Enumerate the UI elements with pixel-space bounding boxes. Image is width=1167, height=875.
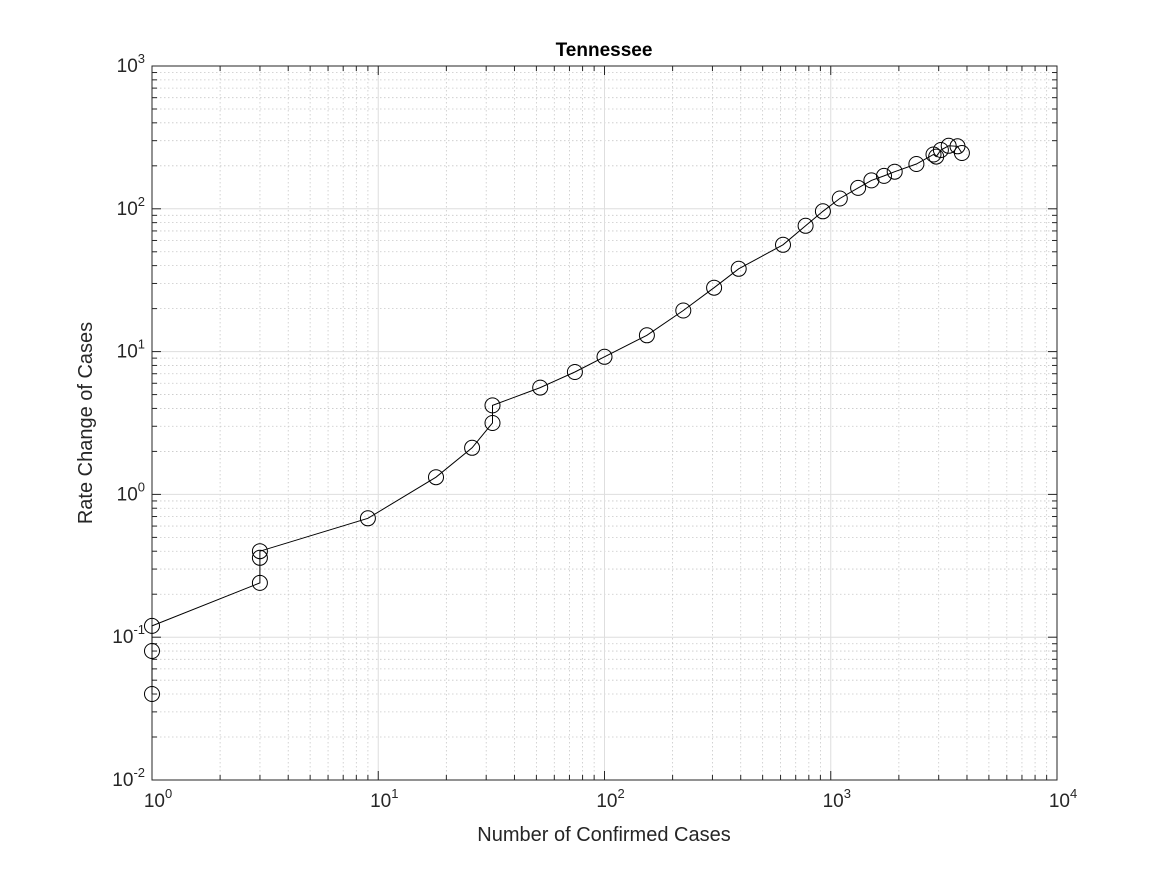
data-point bbox=[144, 686, 160, 702]
y-tick-label: 100 bbox=[117, 479, 145, 505]
data-point bbox=[814, 203, 831, 220]
data-point bbox=[706, 279, 723, 296]
data-point bbox=[886, 163, 903, 180]
tick-marks bbox=[151, 65, 1058, 781]
data-point bbox=[464, 439, 481, 456]
y-tick-label: 10-1 bbox=[112, 622, 145, 648]
data-point bbox=[730, 260, 747, 277]
data-point bbox=[940, 137, 957, 154]
data-point bbox=[638, 327, 655, 344]
data-point bbox=[251, 574, 268, 591]
y-tick-label: 101 bbox=[117, 337, 145, 363]
data-point bbox=[908, 156, 925, 172]
data-point bbox=[775, 236, 791, 253]
data-point bbox=[831, 190, 848, 207]
x-tick-label: 102 bbox=[596, 786, 624, 812]
y-tick-labels: 10-2 10-1 100 101 102 103 bbox=[112, 51, 145, 791]
data-point bbox=[876, 167, 892, 184]
data-point bbox=[144, 617, 160, 634]
data-point bbox=[359, 510, 376, 527]
data-point bbox=[428, 469, 444, 486]
x-tick-label: 100 bbox=[144, 786, 172, 812]
y-tick-label: 103 bbox=[117, 51, 145, 77]
series-line bbox=[151, 145, 963, 694]
data-point bbox=[863, 172, 880, 189]
data-point bbox=[953, 145, 970, 161]
y-tick-label: 10-2 bbox=[112, 765, 145, 791]
data-point bbox=[566, 364, 583, 380]
x-axis-label: Number of Confirmed Cases bbox=[477, 824, 730, 846]
data-point bbox=[532, 379, 549, 396]
series bbox=[144, 137, 970, 702]
data-point bbox=[484, 397, 501, 414]
chart-title: Tennessee bbox=[556, 40, 653, 61]
data-point bbox=[484, 415, 501, 431]
data-point bbox=[251, 549, 268, 566]
data-point bbox=[932, 142, 949, 158]
y-tick-label: 102 bbox=[117, 194, 145, 220]
data-point bbox=[675, 302, 692, 319]
data-point bbox=[797, 217, 814, 234]
data-point bbox=[596, 348, 613, 365]
x-tick-label: 104 bbox=[1049, 786, 1077, 812]
data-point bbox=[850, 179, 867, 196]
x-tick-label: 103 bbox=[823, 786, 851, 812]
data-point bbox=[144, 643, 160, 659]
data-point bbox=[251, 543, 268, 560]
grid-lines bbox=[151, 65, 1058, 781]
y-axis-label: Rate Change of Cases bbox=[75, 322, 97, 524]
x-tick-labels: 100 101 102 103 104 bbox=[144, 786, 1077, 812]
x-tick-label: 101 bbox=[370, 786, 398, 812]
